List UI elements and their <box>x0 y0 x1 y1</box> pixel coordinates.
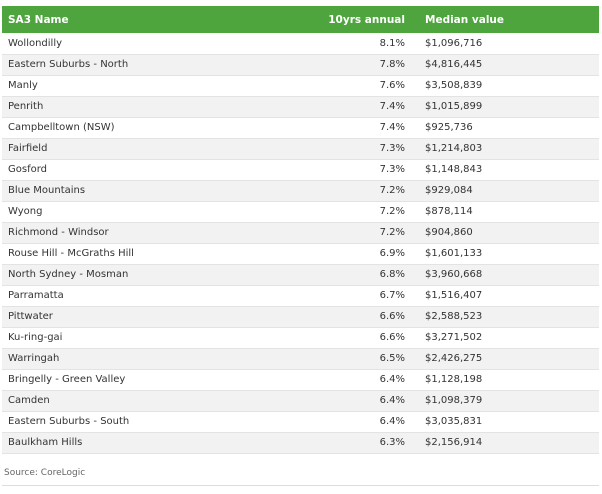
cell-median: $1,601,133 <box>419 243 599 265</box>
cell-median: $1,148,843 <box>419 159 599 181</box>
cell-annual: 6.4% <box>307 411 419 433</box>
source-note: Source: CoreLogic <box>4 468 86 478</box>
cell-name: Bringelly - Green Valley <box>2 369 307 391</box>
cell-median: $3,271,502 <box>419 327 599 349</box>
cell-name: Baulkham Hills <box>2 432 307 454</box>
table-body: Wollondilly 8.1% $1,096,716 Eastern Suburbs… <box>2 33 599 454</box>
table-row: Eastern Suburbs - South 6.4% $3,035,831 <box>2 411 599 433</box>
table-row: Baulkham Hills 6.3% $2,156,914 <box>2 432 599 454</box>
cell-median: $2,156,914 <box>419 432 599 454</box>
cell-name: Parramatta <box>2 285 307 307</box>
cell-median: $1,096,716 <box>419 33 599 55</box>
cell-name: Ku-ring-gai <box>2 327 307 349</box>
table-row: Gosford 7.3% $1,148,843 <box>2 159 599 181</box>
cell-annual: 8.1% <box>307 33 419 55</box>
sa3-median-value-table: SA3 Name 10yrs annual Median value Wollo… <box>2 6 599 454</box>
table-row: Ku-ring-gai 6.6% $3,271,502 <box>2 327 599 349</box>
table-row: North Sydney - Mosman 6.8% $3,960,668 <box>2 264 599 286</box>
cell-annual: 6.4% <box>307 390 419 412</box>
header-10yrs-annual: 10yrs annual <box>328 13 405 26</box>
cell-annual: 6.6% <box>307 327 419 349</box>
cell-name: Penrith <box>2 96 307 118</box>
bottom-divider <box>2 485 599 486</box>
table-header-row: SA3 Name 10yrs annual Median value <box>2 6 599 33</box>
cell-annual: 7.6% <box>307 75 419 97</box>
cell-median: $925,736 <box>419 117 599 139</box>
cell-median: $904,860 <box>419 222 599 244</box>
cell-name: Wyong <box>2 201 307 223</box>
cell-annual: 6.9% <box>307 243 419 265</box>
table-row: Wollondilly 8.1% $1,096,716 <box>2 33 599 55</box>
table-row: Wyong 7.2% $878,114 <box>2 201 599 223</box>
cell-name: Manly <box>2 75 307 97</box>
cell-annual: 7.2% <box>307 222 419 244</box>
cell-median: $1,214,803 <box>419 138 599 160</box>
cell-name: Wollondilly <box>2 33 307 55</box>
header-sa3-name: SA3 Name <box>8 13 69 26</box>
cell-name: Campbelltown (NSW) <box>2 117 307 139</box>
cell-annual: 6.5% <box>307 348 419 370</box>
cell-name: Richmond - Windsor <box>2 222 307 244</box>
header-median-value: Median value <box>425 13 505 26</box>
table-row: Warringah 6.5% $2,426,275 <box>2 348 599 370</box>
table-row: Bringelly - Green Valley 6.4% $1,128,198 <box>2 369 599 391</box>
cell-annual: 7.2% <box>307 180 419 202</box>
cell-annual: 7.3% <box>307 159 419 181</box>
cell-annual: 7.8% <box>307 54 419 76</box>
cell-median: $1,015,899 <box>419 96 599 118</box>
cell-annual: 7.3% <box>307 138 419 160</box>
cell-median: $1,516,407 <box>419 285 599 307</box>
cell-median: $3,960,668 <box>419 264 599 286</box>
table-row: Penrith 7.4% $1,015,899 <box>2 96 599 118</box>
cell-annual: 7.4% <box>307 117 419 139</box>
cell-median: $1,098,379 <box>419 390 599 412</box>
cell-annual: 6.3% <box>307 432 419 454</box>
table-row: Fairfield 7.3% $1,214,803 <box>2 138 599 160</box>
cell-name: Camden <box>2 390 307 412</box>
cell-name: Warringah <box>2 348 307 370</box>
cell-name: Blue Mountains <box>2 180 307 202</box>
table-row: Blue Mountains 7.2% $929,084 <box>2 180 599 202</box>
cell-median: $3,035,831 <box>419 411 599 433</box>
table-row: Parramatta 6.7% $1,516,407 <box>2 285 599 307</box>
cell-median: $3,508,839 <box>419 75 599 97</box>
cell-name: Eastern Suburbs - North <box>2 54 307 76</box>
cell-annual: 6.4% <box>307 369 419 391</box>
cell-median: $1,128,198 <box>419 369 599 391</box>
cell-name: Rouse Hill - McGraths Hill <box>2 243 307 265</box>
table-row: Camden 6.4% $1,098,379 <box>2 390 599 412</box>
table-row: Campbelltown (NSW) 7.4% $925,736 <box>2 117 599 139</box>
cell-name: Gosford <box>2 159 307 181</box>
table-row: Manly 7.6% $3,508,839 <box>2 75 599 97</box>
cell-median: $2,588,523 <box>419 306 599 328</box>
cell-annual: 7.4% <box>307 96 419 118</box>
cell-name: North Sydney - Mosman <box>2 264 307 286</box>
cell-name: Pittwater <box>2 306 307 328</box>
table-row: Pittwater 6.6% $2,588,523 <box>2 306 599 328</box>
cell-annual: 6.7% <box>307 285 419 307</box>
cell-median: $4,816,445 <box>419 54 599 76</box>
cell-annual: 7.2% <box>307 201 419 223</box>
table-row: Richmond - Windsor 7.2% $904,860 <box>2 222 599 244</box>
table-row: Eastern Suburbs - North 7.8% $4,816,445 <box>2 54 599 76</box>
table-row: Rouse Hill - McGraths Hill 6.9% $1,601,133 <box>2 243 599 265</box>
cell-annual: 6.8% <box>307 264 419 286</box>
cell-name: Eastern Suburbs - South <box>2 411 307 433</box>
cell-name: Fairfield <box>2 138 307 160</box>
cell-median: $929,084 <box>419 180 599 202</box>
data-table-container: SA3 Name 10yrs annual Median value Wollo… <box>2 6 599 454</box>
cell-annual: 6.6% <box>307 306 419 328</box>
cell-median: $2,426,275 <box>419 348 599 370</box>
cell-median: $878,114 <box>419 201 599 223</box>
